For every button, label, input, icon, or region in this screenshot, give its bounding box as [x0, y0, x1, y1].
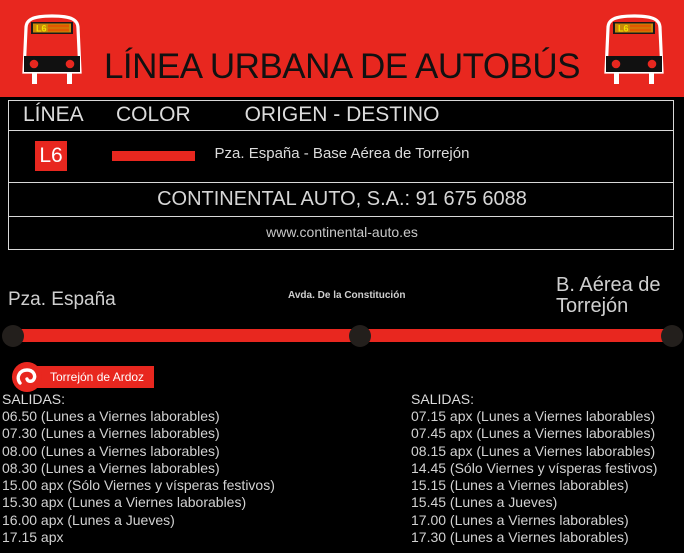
line-info-table: LÍNEA COLOR ORIGEN - DESTINO L6 Pza. Esp… — [8, 100, 674, 250]
operator-phone: CONTINENTAL AUTO, S.A.: 91 675 6088 — [157, 188, 527, 210]
departure-item: 15.00 apx (Sólo Viernes y vísperas festi… — [2, 477, 275, 494]
departure-item: 17.15 apx — [2, 529, 64, 546]
route-stop-dot — [661, 325, 683, 347]
spiral-logo-icon — [10, 360, 44, 394]
route-line — [13, 329, 672, 342]
title-banner: L6 LÍNEA URBANA DE AUTOBÚS L6 — [0, 0, 684, 97]
page-title: LÍNEA URBANA DE AUTOBÚS — [103, 47, 581, 87]
column-header-origen-destino: ORIGEN - DESTINO — [244, 103, 440, 126]
route-stop-dot — [2, 325, 24, 347]
route-stop-dot — [349, 325, 371, 347]
departure-item: 14.45 (Sólo Viernes y vísperas festivos) — [411, 459, 658, 476]
municipality-badge-label: Torrejón de Ardoz — [32, 366, 155, 388]
website-row: www.continental-auto.es — [9, 217, 673, 249]
departures-title: SALIDAS: — [411, 391, 475, 407]
svg-text:L6: L6 — [36, 24, 47, 34]
departure-item: 08.30 (Lunes a Viernes laborables) — [2, 459, 220, 476]
departure-item: 06.50 (Lunes a Viernes laborables) — [2, 408, 220, 424]
departure-item: 07.45 apx (Lunes a Viernes laborables) — [411, 425, 656, 442]
departure-item: 07.15 apx (Lunes a Viernes laborables) — [411, 408, 656, 424]
departure-item: 07.30 (Lunes a Viernes laborables) — [2, 425, 220, 442]
route-stop-label-destination-line2: Torrejón — [556, 295, 629, 317]
departures-left-column: SALIDAS: 06.50 (Lunes a Viernes laborabl… — [2, 391, 402, 546]
route-stop-label-destination-line1: B. Aérea de — [556, 274, 661, 296]
route-stop-label-destination: B. Aérea de Torrejón — [556, 275, 661, 317]
column-header-linea: LÍNEA — [23, 103, 84, 126]
departure-item: 15.15 (Lunes a Viernes laborables) — [411, 477, 629, 494]
bus-front-icon: L6 — [600, 14, 668, 93]
route-diagram: Pza. España Avda. De la Constitución B. … — [0, 265, 684, 355]
route-stop-label-origin: Pza. España — [8, 289, 116, 310]
origen-destino-value: Pza. España - Base Aérea de Torrejón — [214, 145, 470, 162]
departure-item: 08.00 (Lunes a Viernes laborables) — [2, 442, 220, 459]
svg-text:L6: L6 — [618, 24, 629, 34]
bus-front-icon: L6 — [18, 14, 86, 93]
departures-title: SALIDAS: — [2, 391, 66, 407]
departure-item: 17.30 (Lunes a Viernes laborables) — [411, 529, 629, 546]
operator-row: CONTINENTAL AUTO, S.A.: 91 675 6088 — [9, 183, 673, 217]
departure-item: 15.45 (Lunes a Jueves) — [411, 494, 558, 511]
departure-item: 17.00 (Lunes a Viernes laborables) — [411, 511, 629, 528]
line-number-badge: L6 — [35, 141, 67, 171]
departure-item: 16.00 apx (Lunes a Jueves) — [2, 511, 175, 528]
departure-item: 08.15 apx (Lunes a Viernes laborables) — [411, 442, 656, 459]
table-header-row: LÍNEA COLOR ORIGEN - DESTINO — [9, 101, 673, 131]
departure-item: 15.30 apx (Lunes a Viernes laborables) — [2, 494, 247, 511]
website-url[interactable]: www.continental-auto.es — [266, 224, 418, 240]
table-row: L6 Pza. España - Base Aérea de Torrejón — [9, 131, 673, 183]
route-stop-label-middle: Avda. De la Constitución — [288, 290, 406, 301]
line-color-swatch — [112, 151, 195, 161]
departures-right-column: SALIDAS: 07.15 apx (Lunes a Viernes labo… — [411, 391, 684, 546]
column-header-color: COLOR — [116, 103, 191, 126]
